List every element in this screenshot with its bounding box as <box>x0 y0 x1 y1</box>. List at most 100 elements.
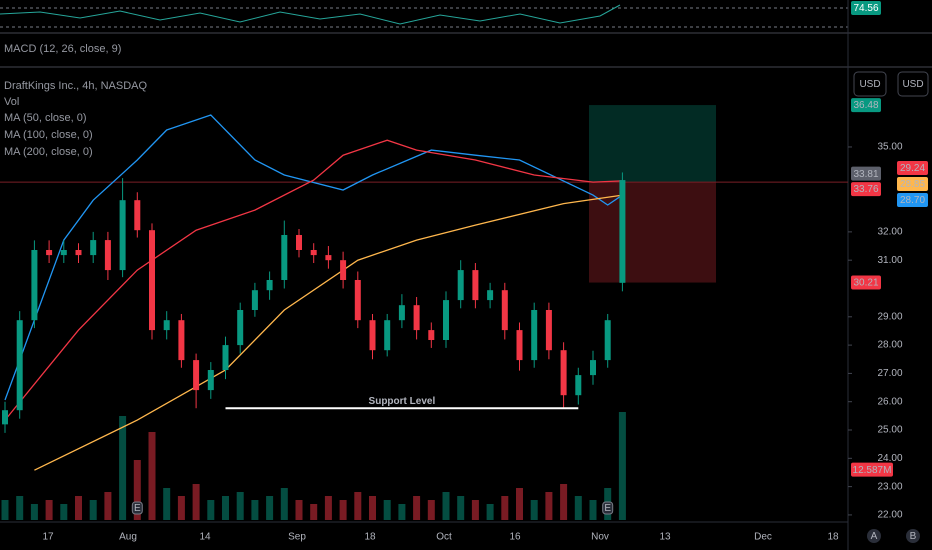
y-tick-label: 27.00 <box>877 368 902 379</box>
moving-average <box>4 114 623 401</box>
x-tick-label: Oct <box>436 532 452 543</box>
rsi-line <box>0 4 621 25</box>
candle-body <box>163 320 170 331</box>
volume-bar <box>1 500 9 520</box>
volume-bar <box>324 496 332 520</box>
macd-label: MACD (12, 26, close, 9) <box>4 43 121 55</box>
candle-body <box>310 249 317 256</box>
target-price-bg <box>851 98 881 113</box>
volume-bar <box>266 496 274 520</box>
y-tick-label: 32.00 <box>877 227 902 238</box>
volume-bar <box>413 496 421 520</box>
y-tick-label: 35.00 <box>877 142 902 153</box>
candle-body <box>413 305 420 331</box>
candle-body <box>457 270 464 301</box>
y-tick-label: 29.00 <box>877 311 902 322</box>
volume-bar <box>486 504 494 520</box>
entry-price-bg <box>851 182 881 197</box>
y-tick-label: 31.00 <box>877 255 902 266</box>
ma-price-bg <box>897 193 928 207</box>
earnings-marker <box>131 501 143 515</box>
x-tick-label: Nov <box>591 532 609 543</box>
earnings-marker-label: E <box>134 503 141 514</box>
candle-body <box>222 345 229 371</box>
last-price-bg <box>851 166 881 181</box>
volume-bar <box>89 500 97 520</box>
earnings-marker <box>602 501 614 515</box>
currency-button[interactable] <box>897 71 929 97</box>
volume-bar <box>310 504 318 520</box>
candle-body <box>237 310 244 346</box>
y-tick-label: 23.00 <box>877 481 902 492</box>
candle-body <box>472 270 479 301</box>
volume-bar <box>383 500 391 520</box>
volume-bar <box>177 496 185 520</box>
volume-bar <box>427 500 435 520</box>
candle-body <box>545 310 552 351</box>
legend-entry: Vol <box>4 96 19 108</box>
currency-button[interactable] <box>853 71 887 97</box>
candle-body <box>178 320 185 361</box>
volume-bar <box>560 484 568 520</box>
candle-body <box>354 279 361 321</box>
corner-button[interactable] <box>867 529 881 543</box>
moving-average <box>34 194 623 471</box>
corner-button[interactable] <box>906 529 920 543</box>
candle-body <box>443 300 449 341</box>
candle-body <box>16 320 23 411</box>
candle-body <box>501 290 508 331</box>
volume-bar <box>60 504 68 520</box>
entry-price: 33.76 <box>853 184 878 195</box>
candle-body <box>340 260 347 280</box>
volume-bar <box>104 492 112 520</box>
currency-button-label[interactable]: USD <box>902 79 923 90</box>
volume-label-bg <box>851 462 893 477</box>
volume-bar <box>354 492 362 520</box>
candle-body <box>296 234 302 250</box>
corner-button-label[interactable]: A <box>871 531 878 542</box>
candle-body <box>149 230 155 331</box>
volume-bar <box>16 496 24 520</box>
earnings-marker-label: E <box>604 503 611 514</box>
moving-average <box>4 139 623 421</box>
target-price: 36.48 <box>853 100 878 111</box>
candle-body <box>193 360 200 391</box>
volume-bar <box>30 504 38 520</box>
x-tick-label: 17 <box>42 532 54 543</box>
y-tick-label: 25.00 <box>877 425 902 436</box>
volume-bar <box>457 496 465 520</box>
volume-bar <box>163 488 171 520</box>
volume-bar <box>339 500 347 520</box>
corner-button-label[interactable]: B <box>910 531 917 542</box>
ma-price: 29.24 <box>900 163 925 174</box>
last-price: 33.81 <box>853 169 878 180</box>
candle-body <box>325 255 332 261</box>
volume-bar <box>442 492 450 520</box>
candle-body <box>575 375 582 396</box>
candle-body <box>251 290 258 311</box>
volume-label: 12.587M <box>853 465 892 476</box>
x-tick-label: 18 <box>827 532 839 543</box>
candle-body <box>560 350 567 396</box>
volume-bar <box>618 412 626 520</box>
x-tick-label: 13 <box>659 532 671 543</box>
volume-bar <box>398 504 406 520</box>
candle-body <box>590 360 596 376</box>
volume-bar <box>192 484 200 520</box>
legend-entry: MA (50, close, 0) <box>4 112 87 124</box>
x-tick-label: 14 <box>199 532 211 543</box>
volume-bar <box>516 488 523 520</box>
y-tick-label: 28.00 <box>877 340 902 351</box>
candle-body <box>531 310 538 361</box>
legend-entry: MA (200, close, 0) <box>4 146 93 158</box>
candle-body <box>60 249 67 256</box>
candle-body <box>384 320 391 351</box>
candle-body <box>516 330 523 361</box>
rsi-value-bg <box>851 1 881 15</box>
candle-body <box>281 234 288 280</box>
candle-body <box>46 249 53 256</box>
x-tick-label: Aug <box>119 532 137 543</box>
volume-bar <box>280 488 288 520</box>
currency-button-label[interactable]: USD <box>859 79 880 90</box>
